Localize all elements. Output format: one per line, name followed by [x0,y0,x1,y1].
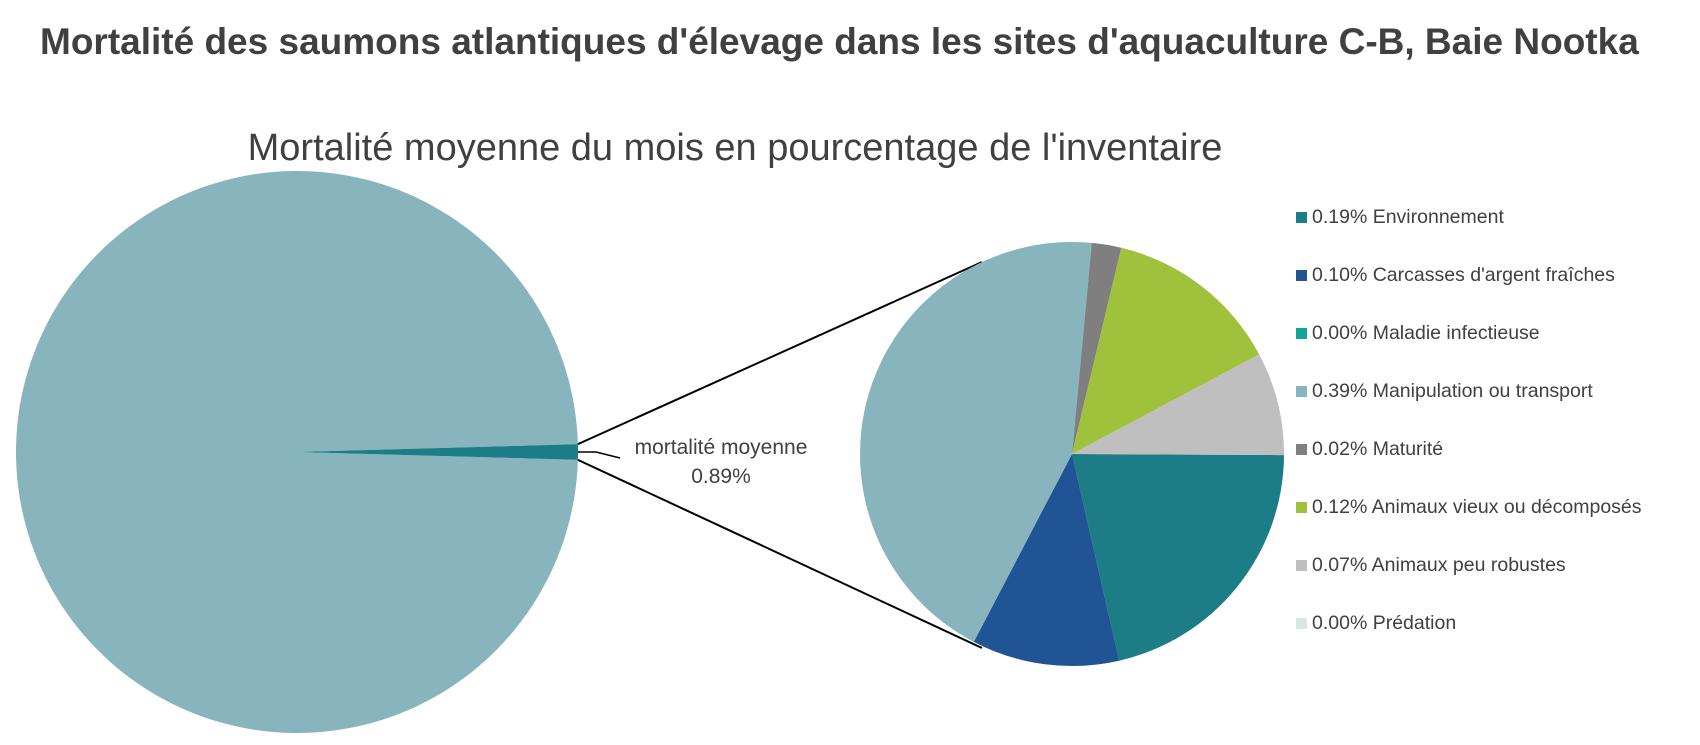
chart-heading: Mortalité des saumons atlantiques d'élev… [40,21,1639,62]
legend-label: 0.00% Maladie infectieuse [1312,322,1540,344]
legend-label: 0.39% Manipulation ou transport [1312,380,1593,402]
legend-label: 0.10% Carcasses d'argent fraîches [1312,264,1615,286]
legend-swatch [1296,270,1307,281]
legend-label: 0.00% Prédation [1312,612,1456,634]
legend-label: 0.19% Environnement [1312,206,1504,228]
legend-item-carcasses-d-argent-fraiches: 0.10% Carcasses d'argent fraîches [1296,264,1615,286]
legend-swatch [1296,212,1307,223]
legend-item-manipulation-ou-transport: 0.39% Manipulation ou transport [1296,380,1593,402]
legend-swatch [1296,386,1307,397]
legend-swatch [1296,502,1307,513]
main-pie [15,170,578,733]
breakdown-slice-manipulation-ou-transport [860,242,1092,642]
legend-item-animaux-peu-robustes: 0.07% Animaux peu robustes [1296,554,1566,576]
connector-lines [577,261,983,649]
legend-item-predation: 0.00% Prédation [1296,612,1456,634]
breakdown-slice-maturite [1072,242,1122,454]
legend-item-maturite: 0.02% Maturité [1296,438,1443,460]
breakdown-slice-environnement [1072,454,1284,661]
main-pie-slice-remainder [15,170,578,733]
breakdown-slice-carcasses-d-argent-fraiches [973,454,1120,666]
callout-value: 0.89% [691,465,751,488]
breakdown-pie [860,242,1285,666]
connector-line-top [577,261,983,446]
legend-swatch [1296,618,1307,629]
breakdown-slice-animaux-vieux-ou-decomposes [1072,247,1260,454]
legend-swatch [1296,560,1307,571]
legend-label: 0.07% Animaux peu robustes [1312,554,1566,576]
legend-label: 0.12% Animaux vieux ou décomposés [1312,496,1642,518]
legend-item-environnement: 0.19% Environnement [1296,206,1504,228]
legend-swatch [1296,328,1307,339]
legend-item-animaux-vieux-ou-decomposes: 0.12% Animaux vieux ou décomposés [1296,496,1642,518]
callout-label: mortalité moyenne [635,436,808,459]
main-pie-callout: mortalité moyenne 0.89% [635,436,808,488]
chart-subtitle: Mortalité moyenne du mois en pourcentage… [248,127,1223,169]
connector-line-bottom [577,458,983,649]
legend-label: 0.02% Maturité [1312,438,1443,460]
breakdown-slice-animaux-peu-robustes [1072,354,1285,456]
callout-leader-line [578,451,621,459]
legend: 0.19% Environnement 0.10% Carcasses d'arg… [1296,206,1642,634]
main-pie-slice-mortalite-moyenne [297,444,578,460]
legend-item-maladie-infectieuse: 0.00% Maladie infectieuse [1296,322,1540,344]
legend-swatch [1296,444,1307,455]
